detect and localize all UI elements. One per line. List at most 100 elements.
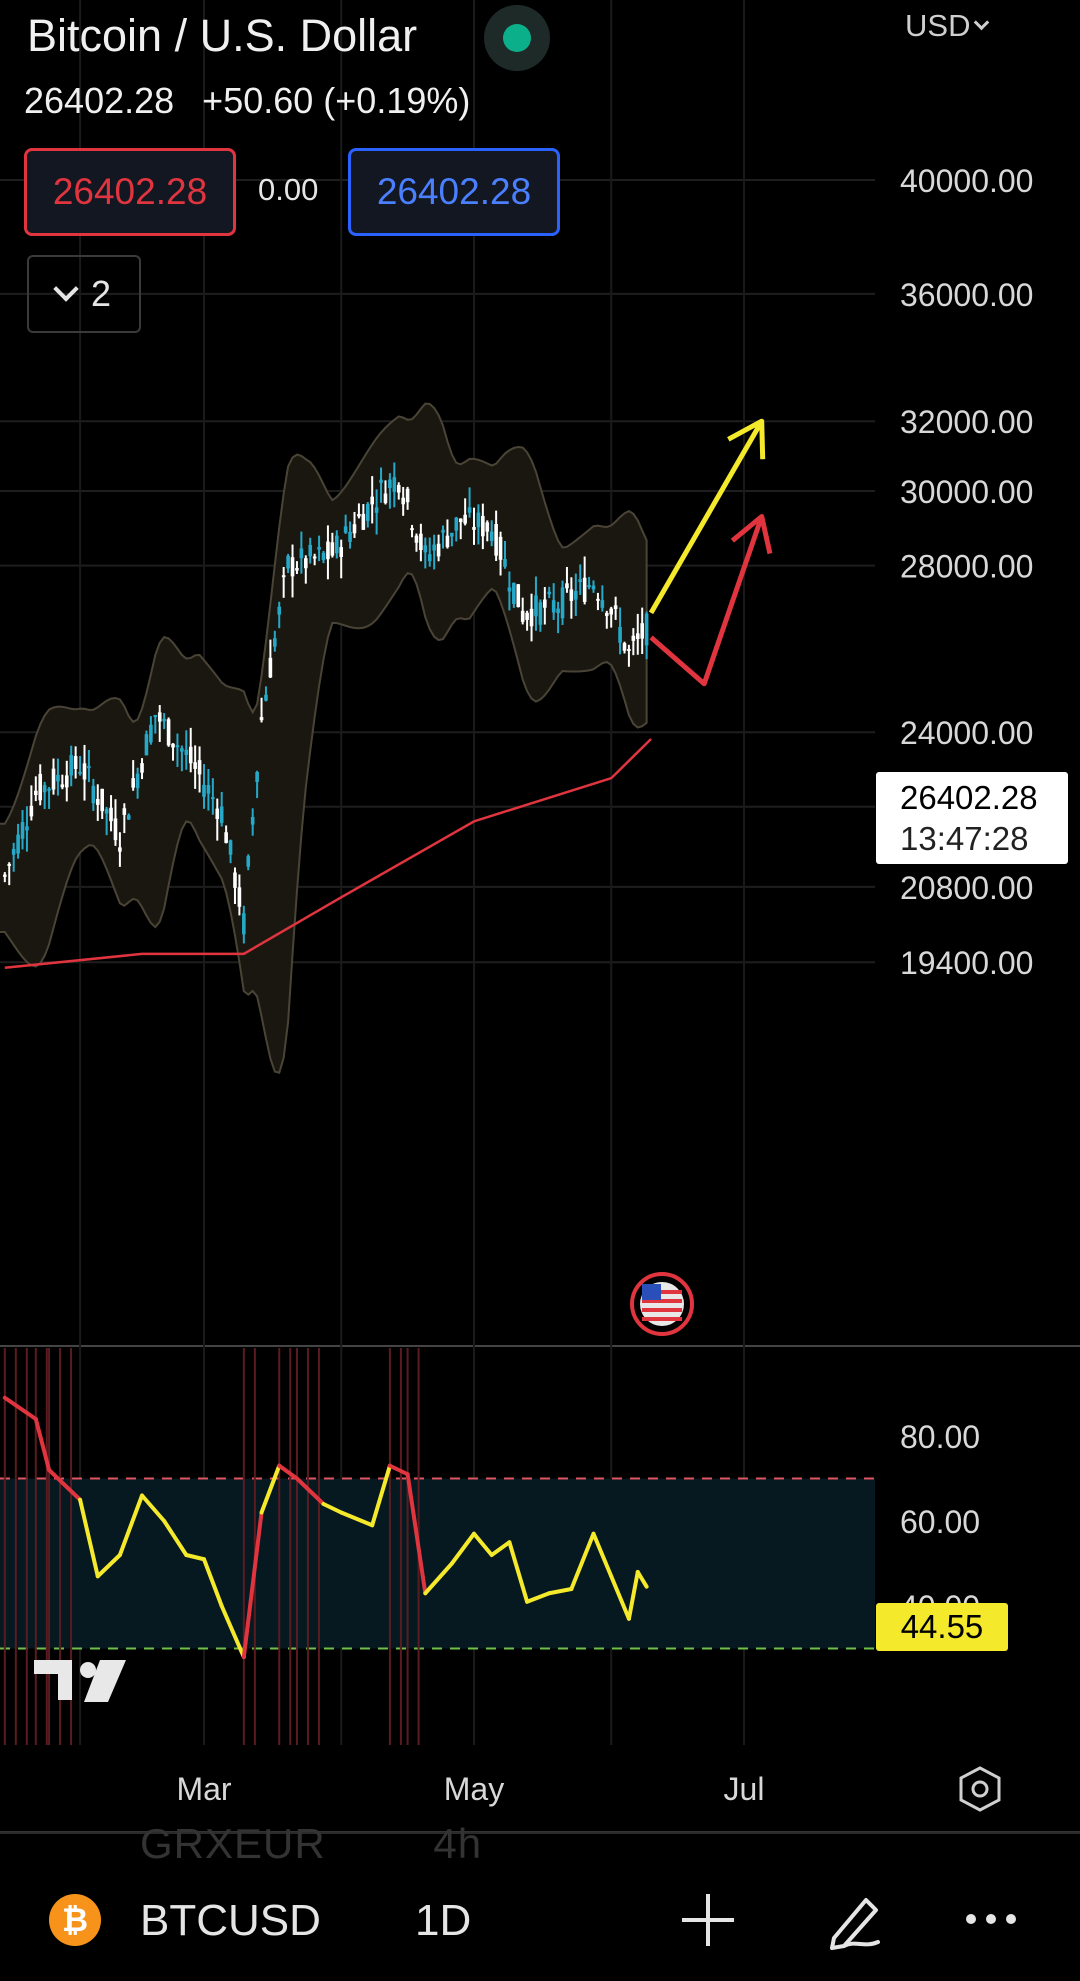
candle-body xyxy=(574,590,578,600)
rsi-line-segment xyxy=(609,1574,631,1621)
candle-body xyxy=(494,524,498,556)
candle-body xyxy=(427,554,432,562)
rsi-line-segment xyxy=(277,1463,299,1481)
candle-body xyxy=(343,526,348,533)
rsi-line-segment xyxy=(162,1519,189,1557)
currency-selector[interactable]: USD xyxy=(905,8,990,44)
candle-body xyxy=(228,840,233,855)
candle-body xyxy=(525,612,529,620)
last-price: 26402.28 xyxy=(24,80,175,121)
symbol-title[interactable]: Bitcoin / U.S. Dollar xyxy=(27,10,418,61)
candle-body xyxy=(312,556,317,559)
candle-body xyxy=(273,638,277,647)
candle-body xyxy=(534,595,538,617)
candle-body xyxy=(388,479,392,489)
interval-button[interactable]: 1D xyxy=(415,1896,472,1945)
candle-body xyxy=(644,613,649,646)
candle-body xyxy=(100,788,104,812)
rsi-line-segment xyxy=(626,1570,640,1621)
candle-body xyxy=(441,529,445,533)
candle-body xyxy=(604,612,609,616)
rsi-line-segment xyxy=(489,1540,512,1557)
candle-body xyxy=(104,808,109,814)
candle-body xyxy=(34,790,38,796)
candle-body xyxy=(596,598,600,601)
candle-body xyxy=(118,847,122,852)
market-status-icon[interactable] xyxy=(484,5,550,71)
candle-body xyxy=(184,749,189,755)
candle-body xyxy=(635,633,640,640)
rsi-line-segment xyxy=(202,1557,224,1608)
time-tick-label: Jul xyxy=(724,1771,765,1807)
candle-body xyxy=(219,806,224,823)
rsi-line-segment xyxy=(635,1570,649,1589)
candle-body xyxy=(463,514,467,524)
candle-body xyxy=(264,694,268,701)
price-chart[interactable]: 40000.00 36000.00 32000.00 30000.00 28000.00… xyxy=(0,0,1080,1832)
candle-body xyxy=(361,513,366,530)
indicators-toggle-button[interactable]: 2 xyxy=(27,255,141,333)
candle-body xyxy=(224,832,228,843)
rsi-line-segment xyxy=(449,1531,476,1566)
price-tick-label: 32000.00 xyxy=(900,404,1033,440)
candle-body xyxy=(246,856,251,867)
candle-body xyxy=(503,559,507,567)
candle-body xyxy=(370,496,374,505)
current-price-tag: 26402.28 13:47:28 xyxy=(876,772,1068,864)
candle-body xyxy=(401,497,405,505)
price-tick-label: 40000.00 xyxy=(900,163,1033,199)
candle-body xyxy=(498,536,503,560)
candle-body xyxy=(476,512,481,528)
candle-body xyxy=(551,600,556,613)
projection-arrow-line xyxy=(648,419,764,615)
candle-body xyxy=(627,649,631,652)
candle-body xyxy=(600,600,605,608)
price-tag-value: 26402.28 xyxy=(900,779,1038,816)
candle-body xyxy=(162,718,166,722)
candle-body xyxy=(82,763,87,780)
candle-body xyxy=(396,484,401,493)
rsi-line-segment xyxy=(47,1468,83,1502)
sell-button[interactable]: 26402.28 xyxy=(24,148,236,236)
buy-button[interactable]: 26402.28 xyxy=(348,148,560,236)
candle-body xyxy=(454,517,459,531)
candle-body xyxy=(405,488,410,503)
candle-body xyxy=(237,887,242,907)
ghost-symbol: GRXEUR xyxy=(140,1820,326,1867)
candle-body xyxy=(512,582,516,604)
plus-icon[interactable] xyxy=(680,1892,736,1948)
bitcoin-icon[interactable]: ₿ xyxy=(49,1894,101,1946)
candle-body xyxy=(582,577,587,602)
candle-body xyxy=(485,522,490,532)
candle-body xyxy=(95,799,100,805)
price-tick-label: 30000.00 xyxy=(900,474,1033,510)
candle-body xyxy=(20,822,25,839)
candle-body xyxy=(467,507,472,513)
candle-body xyxy=(450,532,454,537)
candle-body xyxy=(472,527,476,530)
candle-body xyxy=(613,605,618,610)
rsi-line-segment xyxy=(370,1463,392,1528)
rsi-line-segment xyxy=(2,1395,38,1421)
candle-body xyxy=(565,583,569,589)
rsi-line-segment xyxy=(259,1463,282,1515)
settings-icon[interactable] xyxy=(959,1766,1001,1812)
symbol-button[interactable]: BTCUSD xyxy=(140,1896,321,1945)
candle-body xyxy=(330,542,335,556)
bar-countdown: 13:47:28 xyxy=(900,820,1029,857)
candle-body xyxy=(69,755,74,776)
candle-body xyxy=(414,535,419,543)
economic-event-icon[interactable] xyxy=(630,1272,694,1336)
candle-body xyxy=(47,788,51,791)
candle-body xyxy=(481,515,485,537)
rsi-line-segment xyxy=(117,1493,145,1557)
rsi-line-segment xyxy=(219,1604,246,1659)
candle-body xyxy=(410,528,414,531)
more-icon[interactable] xyxy=(966,1914,1016,1924)
candle-body xyxy=(419,533,423,551)
pen-icon[interactable] xyxy=(820,1886,890,1956)
candle-body xyxy=(357,513,361,517)
candle-body xyxy=(202,784,206,797)
time-tick-label: Mar xyxy=(176,1771,231,1807)
rsi-line-segment xyxy=(33,1417,52,1472)
